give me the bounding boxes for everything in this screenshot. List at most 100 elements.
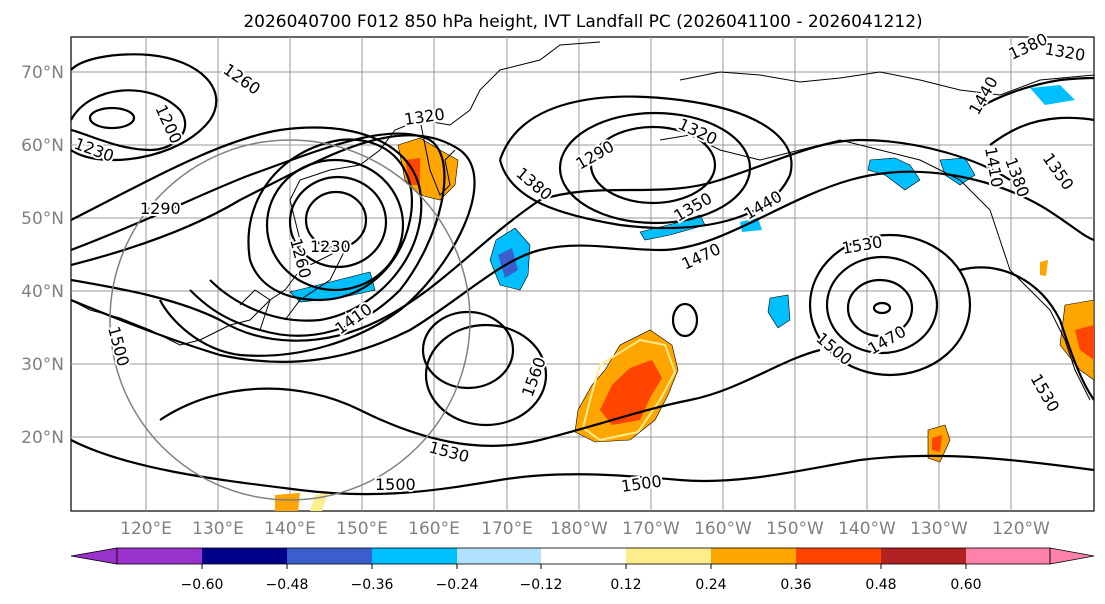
colorbar-segment — [626, 548, 711, 564]
colorbar-tick-label: −0.60 — [181, 577, 224, 593]
lat-label: 20°N — [21, 428, 64, 448]
lat-gridlines — [71, 71, 1094, 438]
contour-1560-high — [424, 323, 548, 427]
lon-label: 140°E — [264, 519, 316, 539]
colorbar-tick-label: 0.24 — [695, 577, 726, 593]
colorbar-segment — [372, 548, 457, 564]
colorbar-tick-label: −0.12 — [520, 577, 563, 593]
colorbar-tick-label: 0.12 — [610, 577, 641, 593]
contour-1230-low — [304, 190, 368, 250]
latitude-labels: 70°N 60°N 50°N 40°N 30°N 20°N — [21, 63, 64, 448]
contour-1470-east — [846, 278, 914, 338]
ivt-negative-small-2 — [740, 218, 762, 232]
contour-1380-low — [71, 132, 446, 337]
lon-label: 130°E — [192, 519, 244, 539]
contour-1260-low — [288, 175, 388, 269]
contour-1230-west — [71, 89, 187, 152]
lat-label: 60°N — [21, 136, 64, 156]
lon-label: 160°E — [408, 519, 460, 539]
contour-1350-highlat — [498, 95, 793, 230]
contour-1440-wave — [71, 138, 1011, 342]
colorbar: −0.60 −0.48 −0.36 −0.24 −0.12 0.12 0.24 … — [70, 547, 1095, 593]
colorbar-tick-label: −0.24 — [436, 577, 479, 593]
contour-1530-east — [808, 233, 972, 377]
map-panel: 1260 1200 1230 1290 1320 1230 1260 1380 … — [21, 27, 1095, 539]
colorbar-segment — [457, 548, 541, 564]
lon-label: 170°E — [481, 519, 533, 539]
colorbar-segment — [966, 548, 1050, 564]
ivt-negative-japan — [289, 271, 376, 303]
lon-label: 150°E — [336, 519, 388, 539]
ivt-negative-alaska — [867, 157, 921, 191]
colorbar-tick-labels: −0.60 −0.48 −0.36 −0.24 −0.12 0.12 0.24 … — [181, 577, 982, 593]
colorbar-segment — [881, 548, 966, 564]
contour-1440-east-core — [872, 301, 892, 315]
contour-1290-low — [265, 158, 405, 292]
colorbar-extend-high — [1049, 547, 1095, 565]
map-title: 2026040700 F012 850 hPa height, IVT Land… — [243, 12, 922, 32]
lon-label: 130°W — [910, 519, 968, 539]
contour-1350-low — [71, 126, 423, 322]
colorbar-segment — [541, 548, 626, 564]
ivt-positive-california — [1059, 299, 1094, 381]
colorbar-segment — [117, 548, 202, 564]
ivt-negative-arctic — [1030, 85, 1075, 105]
colorbar-segment — [287, 548, 372, 564]
ivt-positive-south-1 — [275, 493, 300, 511]
coastline-alaska — [659, 134, 1011, 271]
contour-1320-low — [247, 138, 413, 302]
ivt-positive-subtropical-halo — [581, 338, 677, 442]
coastline-korea-japan — [239, 239, 351, 331]
contour-1290-highlat — [589, 125, 717, 205]
coastline-north-america — [1009, 269, 1091, 401]
lat-label: 40°N — [21, 282, 64, 302]
lon-label: 150°W — [766, 519, 824, 539]
lon-label: 170°W — [622, 519, 680, 539]
colorbar-extend-low — [70, 547, 118, 565]
contour-1410-ne — [989, 116, 1094, 146]
coastline-arctic — [679, 71, 1094, 96]
coastline-kamchatka — [419, 119, 456, 196]
lon-label: 180°W — [550, 519, 608, 539]
ivt-positive-subtropical-core — [600, 360, 662, 425]
lon-label: 140°W — [838, 519, 896, 539]
colorbar-segment — [202, 548, 287, 564]
lon-label: 120°E — [120, 519, 172, 539]
contour-1500-south — [71, 439, 1094, 496]
contour-1530-ne — [959, 266, 1094, 401]
contour-label: 1500 — [375, 475, 416, 494]
colorbar-segment — [796, 548, 881, 564]
ivt-negative-small-1 — [767, 294, 791, 329]
contour-1530-sub-east — [671, 302, 699, 338]
contour-1320-highlat — [558, 111, 752, 225]
colorbar-ticks — [201, 564, 967, 569]
colorbar-tick-label: 0.60 — [950, 577, 981, 593]
colorbar-tick-label: 0.48 — [865, 577, 896, 593]
lat-label: 30°N — [21, 355, 64, 375]
contour-1500-east — [825, 255, 939, 355]
contour-1530-south — [159, 348, 821, 447]
contour-label: 1230 — [310, 237, 351, 256]
colorbar-tick-label: 0.36 — [780, 577, 811, 593]
contour-1410-low — [71, 134, 476, 357]
contour-1200-arctic — [88, 106, 136, 130]
lat-label: 70°N — [21, 63, 64, 83]
contour-1260-west — [71, 53, 218, 162]
contour-label: 1290 — [140, 199, 181, 218]
lon-label: 160°W — [694, 519, 752, 539]
contour-1380-ne — [974, 76, 1094, 111]
lon-label: 120°W — [992, 519, 1050, 539]
ivt-positive-hawaii-east-core — [932, 435, 942, 452]
colorbar-tick-label: −0.36 — [351, 577, 394, 593]
colorbar-segment — [711, 548, 796, 564]
lat-label: 50°N — [21, 209, 64, 229]
longitude-labels: 120°E 130°E 140°E 150°E 160°E 170°E 180°… — [120, 519, 1050, 539]
height-contours — [71, 53, 1094, 496]
ivt-positive-california-core — [1075, 325, 1094, 360]
contour-1500-subtropical — [421, 310, 515, 390]
contour-1470-wave — [71, 170, 1094, 363]
colorbar-tick-label: −0.48 — [266, 577, 309, 593]
ivt-positive-small-3 — [1040, 260, 1048, 276]
landfall-region-circle — [109, 139, 471, 501]
